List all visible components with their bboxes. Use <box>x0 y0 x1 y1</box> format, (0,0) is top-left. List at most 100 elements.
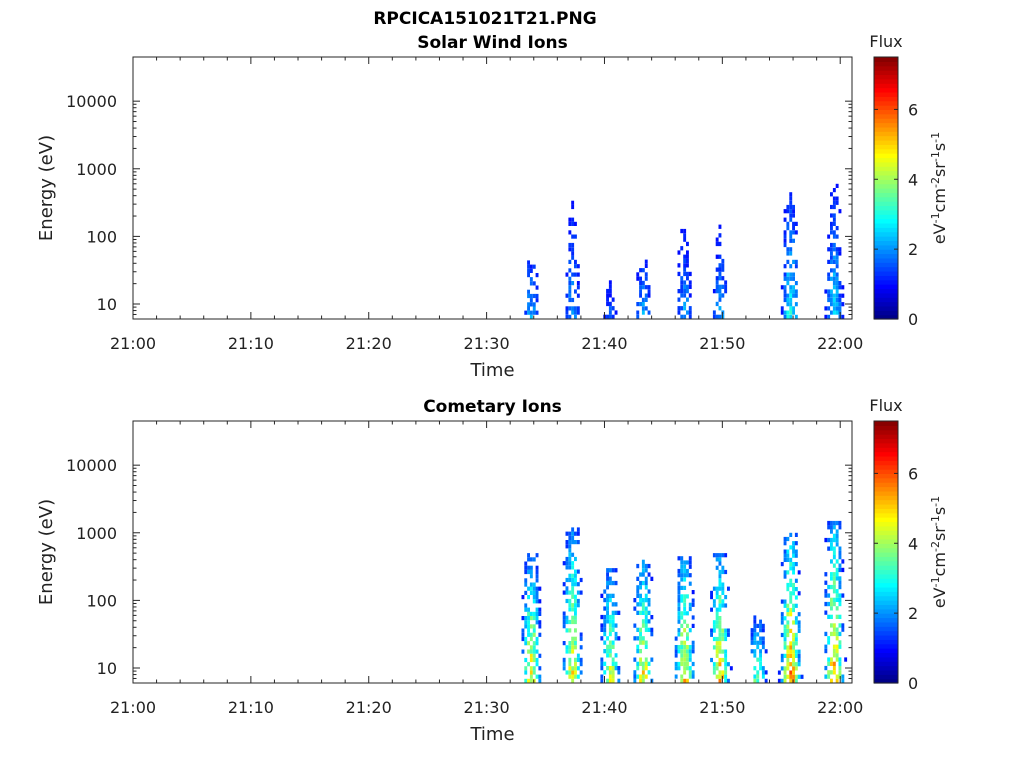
flux-cell <box>562 611 566 616</box>
flux-cell <box>786 557 790 562</box>
flux-cell <box>830 520 833 526</box>
flux-cell <box>797 628 801 633</box>
flux-cell <box>721 649 725 654</box>
flux-cell <box>535 569 539 575</box>
flux-cell <box>647 661 651 666</box>
flux-cell <box>606 297 609 302</box>
flux-cell <box>568 607 572 612</box>
colorbar-segment <box>874 297 898 303</box>
flux-cell <box>608 670 612 675</box>
flux-cell <box>718 569 722 575</box>
flux-cell <box>764 649 768 654</box>
flux-cell <box>568 221 572 226</box>
flux-cell <box>830 529 833 534</box>
colorbar-segment <box>874 78 898 84</box>
flux-cell <box>688 314 692 319</box>
flux-cell <box>571 674 575 679</box>
flux-cell <box>688 280 692 285</box>
flux-cell <box>617 610 621 615</box>
flux-cell <box>824 601 828 607</box>
flux-cell <box>641 636 645 641</box>
flux-cell <box>838 546 842 551</box>
flux-cell <box>824 593 828 598</box>
flux-cell <box>606 585 609 590</box>
flux-cell <box>571 582 575 587</box>
flux-cell <box>611 593 615 598</box>
flux-cell <box>574 259 577 264</box>
flux-cell <box>715 620 719 625</box>
flux-cell <box>832 555 836 560</box>
flux-cell <box>529 268 533 273</box>
flux-cell <box>724 666 728 671</box>
colorbar: 0 2 4 6 Flux eV-1cm-2sr-1s-1 <box>869 396 949 693</box>
flux-cell <box>753 649 757 654</box>
flux-cell <box>574 645 577 650</box>
x-tick-label: 21:20 <box>346 334 392 353</box>
flux-cell <box>832 601 836 607</box>
flux-cell <box>832 597 836 602</box>
flux-cell <box>789 251 793 256</box>
flux-cell <box>639 627 642 632</box>
flux-cell <box>571 221 575 226</box>
colorbar-segment <box>874 495 898 501</box>
flux-cell <box>824 580 828 585</box>
flux-cell <box>674 674 678 679</box>
flux-cell <box>715 301 719 307</box>
flux-cell <box>641 674 645 679</box>
flux-cell <box>838 555 842 560</box>
flux-cell <box>641 606 645 611</box>
flux-cell <box>691 590 695 595</box>
flux-cell <box>718 607 722 612</box>
flux-cell <box>688 581 692 586</box>
flux-cell <box>644 627 648 632</box>
flux-cell <box>827 584 831 590</box>
flux-cell <box>794 641 798 646</box>
flux-cell <box>715 289 719 294</box>
flux-cell <box>792 545 795 550</box>
flux-cell <box>786 620 790 625</box>
flux-cell <box>830 297 833 303</box>
flux-cell <box>576 272 580 277</box>
flux-cell <box>565 628 569 633</box>
flux-cell <box>832 572 836 577</box>
flux-cell <box>756 623 760 628</box>
flux-cell <box>830 614 833 619</box>
flux-cell <box>724 636 728 642</box>
flux-cell <box>789 599 793 604</box>
flux-cell <box>571 552 575 557</box>
flux-cell <box>677 628 681 633</box>
flux-cell <box>565 649 569 654</box>
flux-cell <box>647 627 651 632</box>
flux-cell <box>606 653 609 658</box>
flux-cell <box>568 544 572 549</box>
flux-cell <box>761 645 765 650</box>
flux-cell <box>606 288 609 294</box>
flux-cell <box>797 620 801 625</box>
colorbar-segment <box>874 451 898 457</box>
flux-cell <box>579 590 583 595</box>
flux-cell <box>532 666 536 671</box>
flux-cell <box>718 582 722 587</box>
flux-cell <box>835 226 839 231</box>
flux-cell <box>641 285 645 290</box>
flux-cell <box>753 623 757 628</box>
flux-cell <box>574 657 577 662</box>
flux-cell <box>571 641 575 646</box>
flux-cell <box>608 678 612 683</box>
flux-cell <box>527 616 530 621</box>
flux-cell <box>680 678 684 683</box>
flux-cell <box>603 619 607 624</box>
flux-cell <box>718 657 722 663</box>
flux-cell <box>786 653 790 658</box>
flux-cell <box>691 640 695 645</box>
colorbar-segment <box>874 560 898 566</box>
flux-cell <box>639 678 642 683</box>
flux-cell <box>764 670 768 675</box>
flux-cell <box>688 653 692 658</box>
flux-cell <box>606 572 609 577</box>
flux-cell <box>832 306 836 311</box>
flux-cell <box>568 247 572 252</box>
flux-cell <box>786 259 790 264</box>
flux-cell <box>721 267 725 272</box>
flux-cell <box>576 293 580 298</box>
